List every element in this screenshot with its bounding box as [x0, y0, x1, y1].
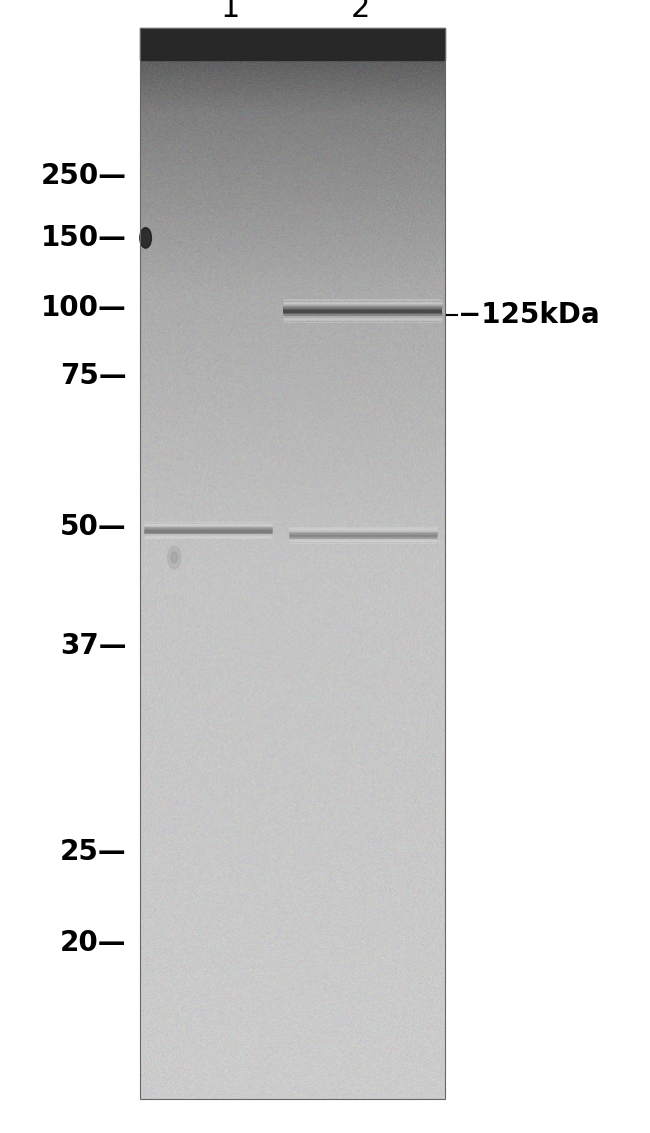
Text: 25—: 25—: [60, 838, 127, 866]
Circle shape: [140, 228, 151, 248]
Text: 20—: 20—: [60, 929, 127, 956]
Text: 2: 2: [351, 0, 370, 23]
Text: −125kDa: −125kDa: [458, 301, 600, 329]
Text: 150—: 150—: [41, 224, 127, 252]
Bar: [140, 28, 445, 1099]
Circle shape: [171, 552, 177, 563]
Text: 250—: 250—: [41, 162, 127, 189]
Circle shape: [168, 546, 181, 569]
Text: 50—: 50—: [60, 513, 127, 540]
Bar: [140, 28, 445, 60]
Text: 75—: 75—: [60, 363, 127, 390]
Text: 100—: 100—: [41, 295, 127, 322]
Text: 37—: 37—: [60, 632, 127, 659]
Text: 1: 1: [221, 0, 240, 23]
